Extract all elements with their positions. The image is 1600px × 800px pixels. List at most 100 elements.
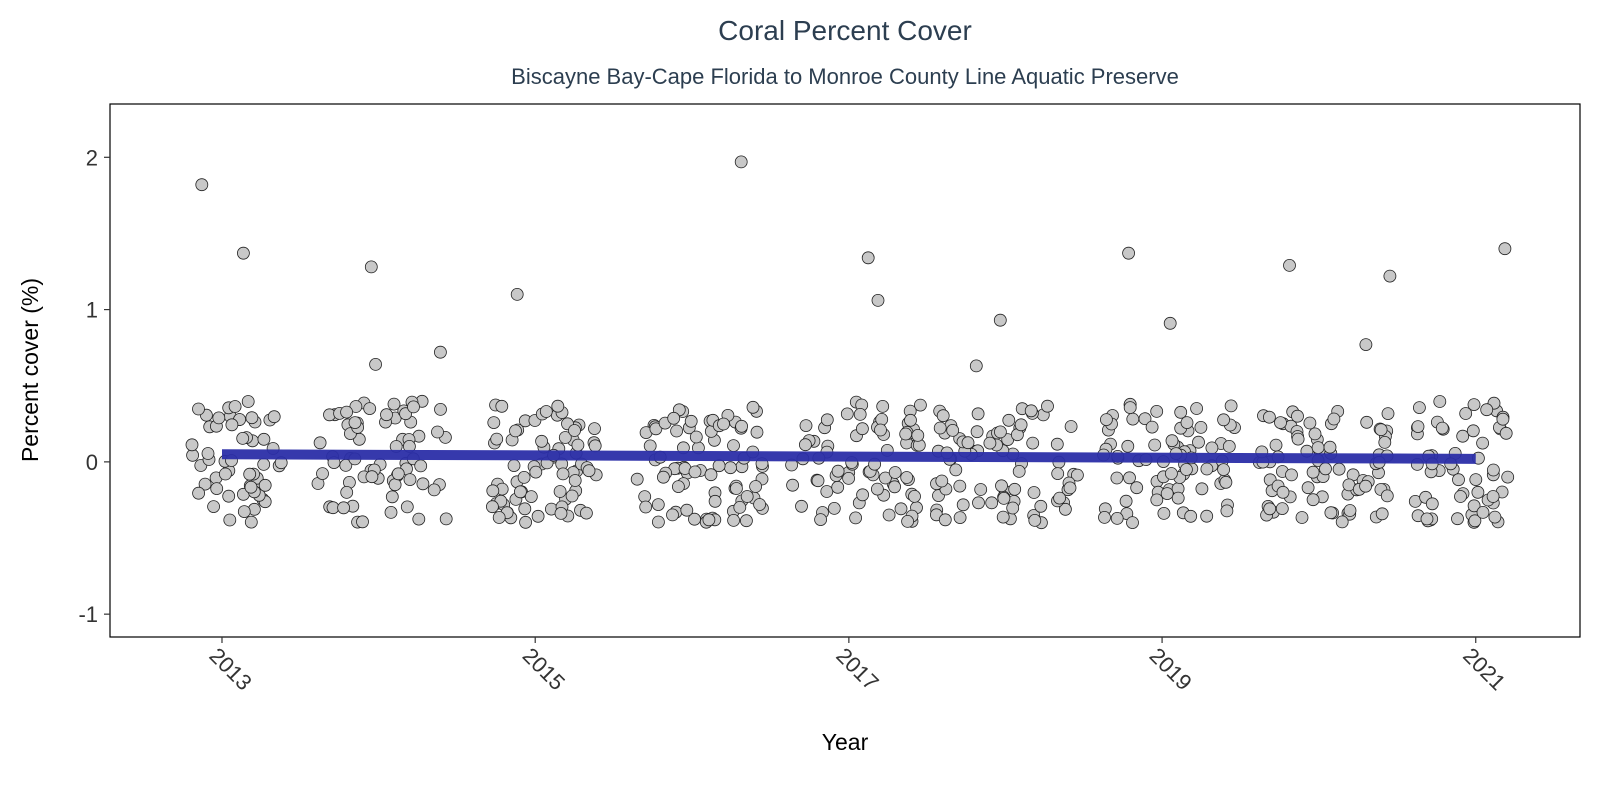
data-point [820,485,834,498]
data-point [1374,423,1388,437]
data-point [888,466,902,479]
x-axis: 2013 2015 2017 2019 2021 [204,637,1510,695]
data-point [1123,471,1136,485]
data-point [340,405,354,419]
data-point [507,459,521,473]
data-point [243,467,257,481]
data-point [874,423,887,437]
data-point [1165,467,1178,480]
data-point [1276,485,1290,499]
data-point [244,480,258,494]
data-point [1383,269,1397,283]
x-tick-label: 2021 [1458,643,1510,695]
data-point [749,480,762,493]
data-point [688,512,701,526]
data-point [588,439,602,453]
data-point [1451,512,1464,526]
data-point [485,500,499,514]
data-point [1459,407,1473,420]
data-point [750,425,764,439]
data-point [684,414,698,428]
data-point [258,478,272,492]
data-point [1269,438,1283,452]
data-point [1308,427,1322,441]
data-point [369,357,383,371]
data-point [680,503,694,517]
data-point [1222,439,1236,453]
data-point [568,474,582,487]
data-point [1224,399,1238,413]
data-point [630,472,644,486]
data-point [1332,462,1346,476]
data-point [1024,404,1038,418]
data-point [257,457,271,471]
data-point [565,489,579,503]
data-point [553,485,567,498]
data-point [1285,468,1298,482]
data-point [212,411,226,425]
data-point [879,471,892,485]
data-point [1122,246,1135,260]
data-point [688,465,702,479]
data-point [241,395,255,408]
data-point [1123,401,1137,415]
data-point [236,246,250,260]
data-point [1498,242,1512,256]
data-point [1130,481,1144,495]
data-point [900,471,914,484]
data-point [580,506,593,520]
data-point [1375,507,1389,521]
data-point [949,463,963,477]
data-point [337,501,351,515]
data-point [1323,440,1337,454]
data-point [1126,516,1139,529]
data-point [1454,490,1467,503]
data-point [1098,511,1111,524]
x-tick-label: 2013 [204,643,256,695]
data-point [1157,507,1171,520]
data-point [689,430,703,444]
data-point [1192,435,1205,449]
data-point [1180,463,1193,476]
data-point [1028,514,1042,527]
data-point [953,511,967,524]
data-point [1359,338,1373,352]
data-point [412,512,426,526]
data-point [861,251,875,265]
data-point [1121,439,1135,453]
y-tick-label: 2 [86,145,98,170]
data-point [704,468,718,482]
data-point [1008,482,1022,496]
data-point [1380,489,1394,503]
data-point [956,498,970,512]
data-point [539,405,553,418]
data-point [1263,410,1276,424]
data-point [492,511,506,524]
data-point [983,436,997,450]
data-point [313,436,327,450]
data-point [1359,479,1372,493]
data-point [953,479,967,493]
data-point [876,399,890,413]
data-point [1378,435,1392,449]
data-point [531,509,545,523]
data-point [1274,416,1287,430]
data-point [936,409,950,423]
data-point [1343,504,1357,517]
data-point [1411,420,1425,434]
y-tick-label: -1 [78,602,98,627]
data-point [384,506,398,519]
data-point [414,459,428,473]
data-point [1053,491,1066,505]
data-point [1119,494,1133,508]
data-point [1295,511,1309,524]
data-point [1311,441,1325,455]
data-point [385,490,399,504]
data-point [1126,412,1140,426]
data-point [1467,499,1481,513]
data-point [1200,462,1214,476]
y-axis: -1 0 1 2 [78,145,110,627]
data-point [908,489,921,503]
data-point [1263,502,1277,516]
